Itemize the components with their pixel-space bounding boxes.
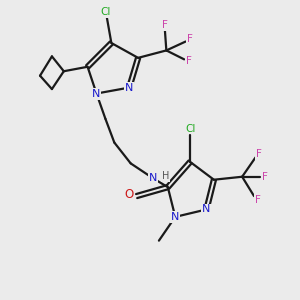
Text: N: N <box>149 173 157 183</box>
Text: F: F <box>186 56 192 66</box>
Text: N: N <box>202 204 211 214</box>
Text: N: N <box>170 212 179 222</box>
Text: F: F <box>262 172 268 182</box>
Text: N: N <box>125 82 134 93</box>
Text: F: F <box>256 149 262 160</box>
Text: F: F <box>255 195 260 205</box>
Text: F: F <box>187 34 193 44</box>
Text: N: N <box>92 89 100 99</box>
Text: O: O <box>124 188 134 201</box>
Text: Cl: Cl <box>185 124 195 134</box>
Text: H: H <box>162 171 169 181</box>
Text: Cl: Cl <box>100 7 111 17</box>
Text: F: F <box>162 20 168 30</box>
